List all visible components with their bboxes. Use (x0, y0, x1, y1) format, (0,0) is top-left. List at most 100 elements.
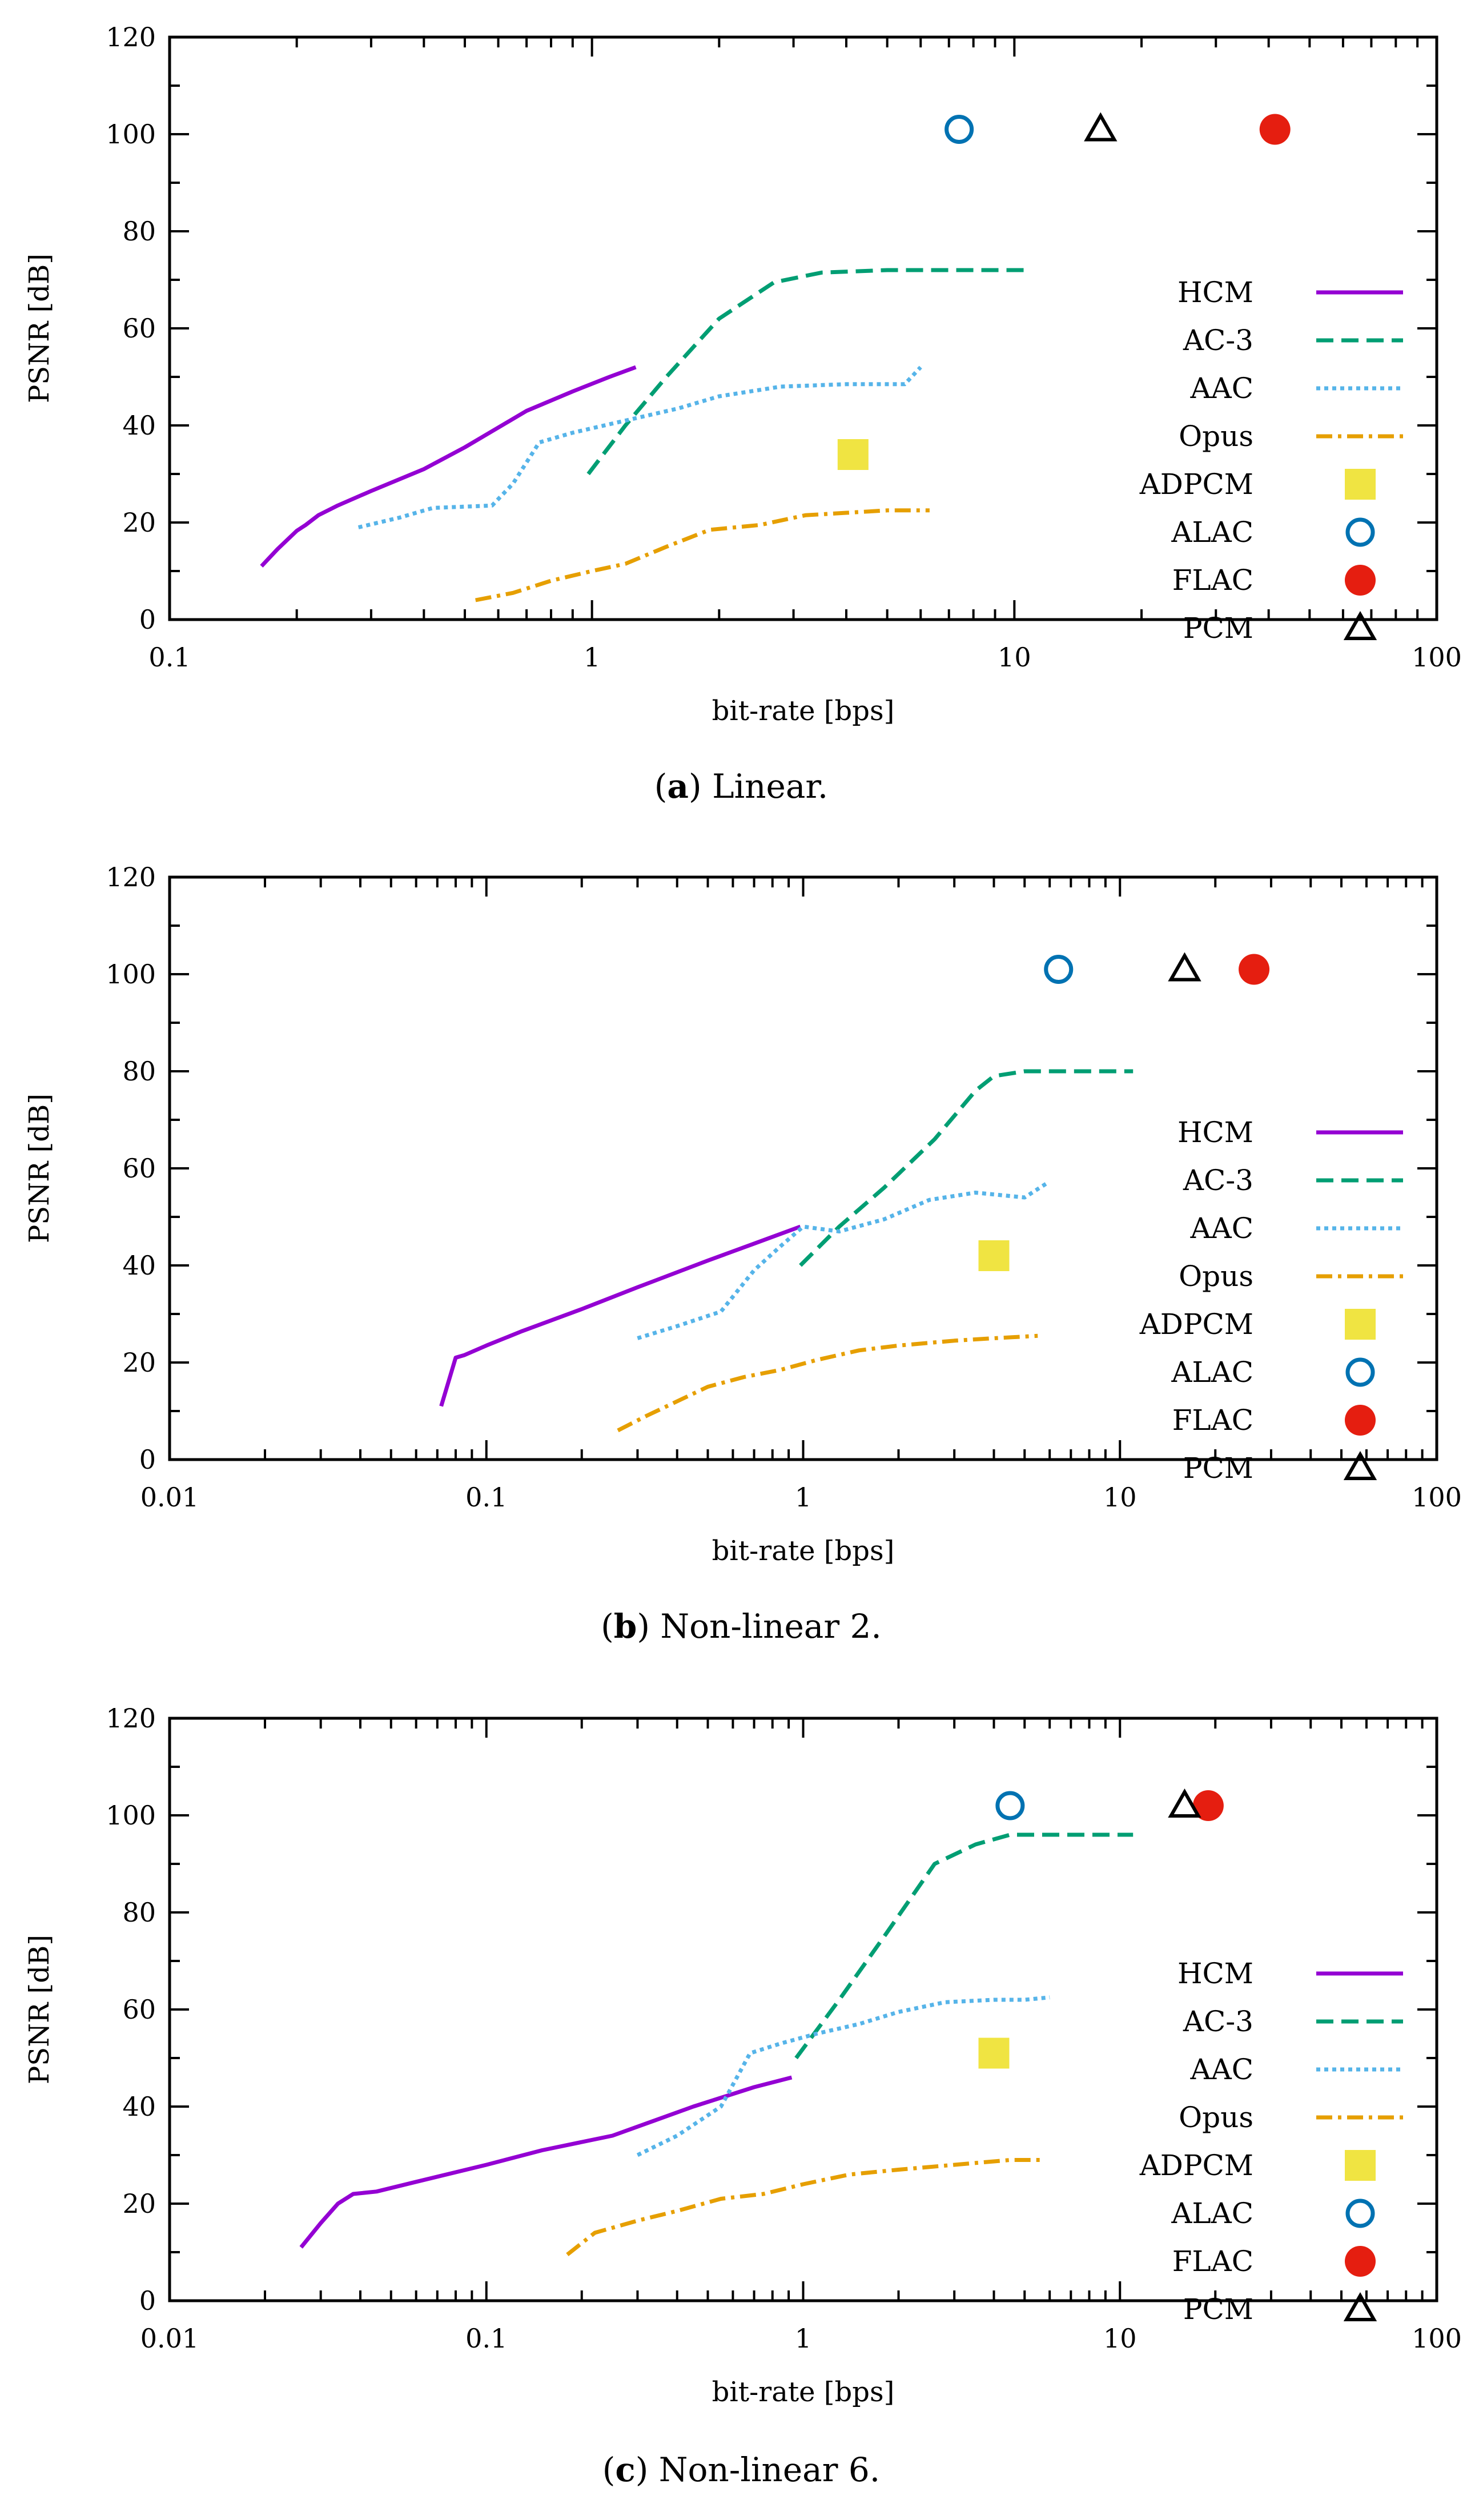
legend-label-pcm: PCM (1183, 612, 1253, 645)
data-point-adpcm (837, 439, 869, 470)
y-tick-label: 60 (122, 1153, 156, 1184)
caption: (a) Linear. (654, 767, 828, 806)
plot-frame (168, 1717, 1438, 2302)
legend-label-ac-3: AC-3 (1183, 1164, 1253, 1197)
legend-label-flac: FLAC (1172, 1404, 1253, 1437)
y-tick-label: 120 (106, 1703, 156, 1734)
legend-marker-pcm (1343, 610, 1377, 640)
data-point-alac (945, 115, 974, 144)
series-adpcm (837, 439, 869, 470)
series-line-hcm (299, 2075, 793, 2249)
series-adpcm (978, 2037, 1010, 2069)
legend-label-alac: ALAC (1171, 516, 1253, 549)
caption-text: ) Non-linear 6. (636, 2450, 881, 2489)
series-alac (945, 115, 974, 144)
legend-label-hcm: HCM (1177, 1957, 1253, 1990)
legend-marker-pcm (1343, 2292, 1377, 2321)
x-tick-label: 1 (795, 1482, 811, 1513)
series-line-ac-3 (799, 1069, 1134, 1267)
caption-letter: c (615, 2450, 635, 2489)
legend-marker-alac (1345, 517, 1375, 547)
legend-marker-alac (1345, 1357, 1375, 1387)
legend-label-flac: FLAC (1172, 2245, 1253, 2278)
series-alac (995, 1791, 1025, 1820)
legend-label-aac: AAC (1190, 2053, 1253, 2086)
y-tick-label: 100 (106, 959, 156, 990)
series-flac (1259, 114, 1291, 145)
series-flac (1239, 954, 1270, 985)
series-line-ac-3 (586, 268, 1027, 476)
x-tick-label: 1 (584, 642, 600, 673)
data-point-pcm (1168, 1788, 1201, 1818)
series-opus (566, 2158, 1045, 2257)
y-tick-label: 100 (106, 1800, 156, 1831)
series-opus (617, 1333, 1038, 1433)
x-tick-label: 10 (1103, 1482, 1137, 1513)
legend-marker-adpcm (1345, 1309, 1376, 1340)
legend-marker-adpcm (1345, 2150, 1376, 2181)
legend-marker-pcm (1343, 1450, 1377, 1480)
x-tick-label: 100 (1412, 1482, 1462, 1513)
data-point-flac (1259, 114, 1291, 145)
legend: HCM AC-3 AAC Opus ADPCM ALAC FLAC PCM (1139, 276, 1403, 645)
legend-label-opus: Opus (1179, 1260, 1253, 1293)
legend-label-pcm: PCM (1183, 2293, 1253, 2326)
y-axis-label: PSNR [dB] (23, 1935, 55, 2084)
series-hcm (299, 2075, 793, 2249)
x-tick-label: 0.1 (465, 1482, 507, 1513)
plot-frame (168, 35, 1438, 621)
x-tick-label: 0.1 (148, 642, 190, 673)
legend-label-alac: ALAC (1171, 2197, 1253, 2230)
y-tick-label: 0 (139, 2285, 156, 2316)
legend-label-adpcm: ADPCM (1139, 1308, 1253, 1341)
series-hcm (439, 1224, 801, 1407)
x-axis-label: bit-rate [bps] (712, 695, 895, 727)
series-ac-3 (586, 268, 1027, 476)
series-line-hcm (260, 365, 637, 568)
x-axis-label: bit-rate [bps] (712, 2376, 895, 2408)
y-tick-label: 60 (122, 1994, 156, 2025)
series-line-opus (475, 508, 930, 602)
series-flac (1192, 1790, 1224, 1821)
x-tick-label: 1 (795, 2323, 811, 2354)
caption-text: ) Linear. (689, 767, 828, 806)
legend-label-hcm: HCM (1177, 1116, 1253, 1149)
legend: HCM AC-3 AAC Opus ADPCM ALAC FLAC PCM (1139, 1957, 1403, 2326)
series-alac (1044, 955, 1074, 984)
x-tick-label: 0.01 (140, 2323, 199, 2354)
data-point-alac (995, 1791, 1025, 1820)
y-tick-label: 40 (122, 2091, 156, 2122)
legend-label-flac: FLAC (1172, 564, 1253, 597)
y-tick-label: 20 (122, 2188, 156, 2219)
data-point-pcm (1084, 112, 1118, 142)
legend-label-ac-3: AC-3 (1183, 324, 1253, 357)
y-tick-label: 20 (122, 1347, 156, 1378)
series-ac-3 (799, 1069, 1134, 1267)
series-hcm (260, 365, 637, 568)
data-point-adpcm (978, 2037, 1010, 2069)
x-tick-label: 10 (1103, 2323, 1137, 2354)
y-tick-label: 0 (139, 1444, 156, 1475)
y-axis-label: PSNR [dB] (23, 254, 55, 403)
data-point-alac (1044, 955, 1074, 984)
legend-label-adpcm: ADPCM (1139, 468, 1253, 501)
y-tick-label: 60 (122, 313, 156, 344)
data-point-adpcm (978, 1240, 1010, 1271)
series-opus (475, 508, 930, 602)
caption-paren: ( (601, 1607, 614, 1646)
caption-paren: ( (654, 767, 668, 806)
x-axis-label: bit-rate [bps] (712, 1535, 895, 1567)
x-minor-ticks (263, 1718, 1424, 2301)
y-tick-label: 40 (122, 1250, 156, 1281)
y-tick-label: 0 (139, 604, 156, 635)
x-tick-label: 10 (998, 642, 1031, 673)
caption-letter: b (614, 1607, 637, 1646)
y-tick-label: 80 (122, 1897, 156, 1928)
legend-marker-alac (1345, 2199, 1375, 2228)
caption: (b) Non-linear 2. (601, 1607, 882, 1646)
x-minor-ticks (295, 37, 1419, 620)
series-line-opus (566, 2158, 1045, 2257)
legend-label-opus: Opus (1179, 420, 1253, 453)
y-tick-label: 20 (122, 507, 156, 538)
